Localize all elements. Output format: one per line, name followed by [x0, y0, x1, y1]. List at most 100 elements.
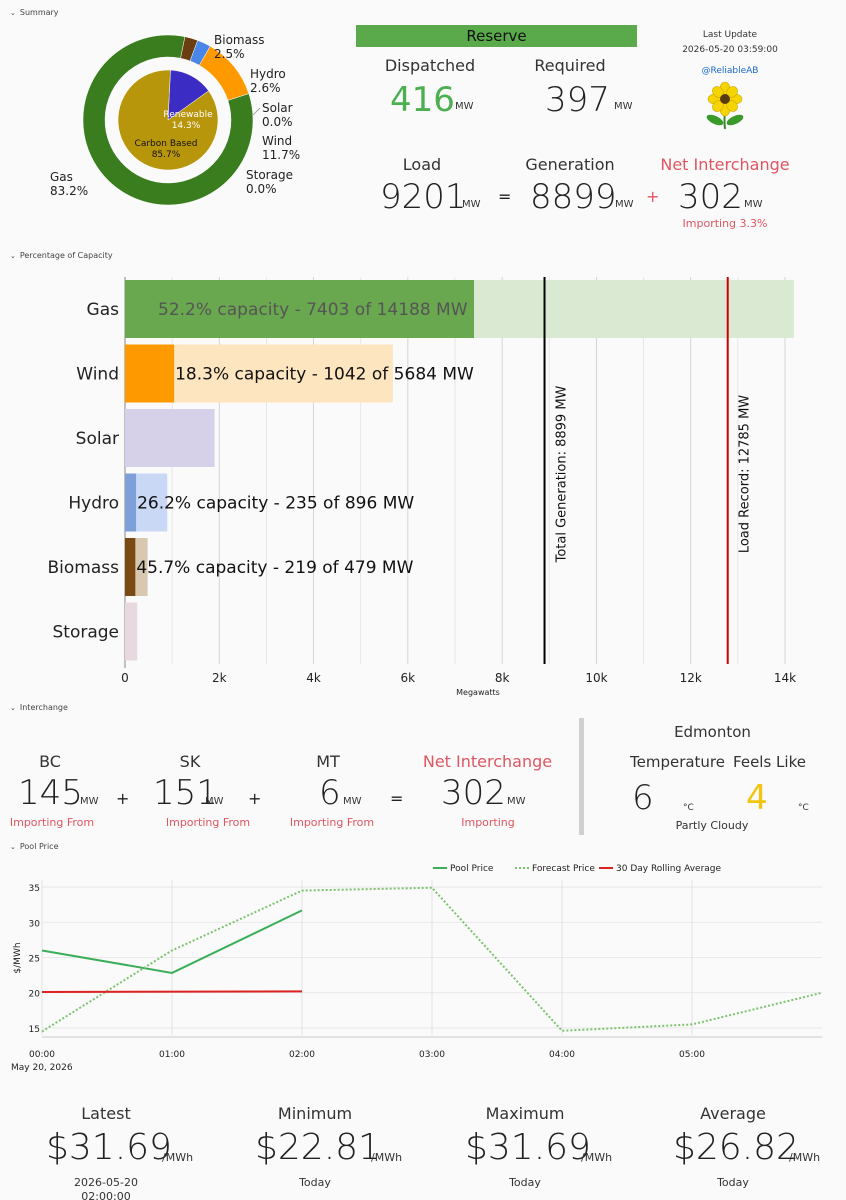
donut-pct-solar: 0.0% [262, 115, 293, 129]
stat-label: Latest [81, 1104, 131, 1123]
x-tick-label: 04:00 [549, 1050, 575, 1060]
last-update-timestamp: 2026-05-20 03:59:00 [682, 45, 778, 55]
donut-pct-hydro: 2.6% [250, 81, 281, 95]
donut-pct-gas: 83.2% [50, 184, 88, 198]
donut-label-solar: Solar [262, 101, 293, 115]
stat-unit: /MWh [371, 1151, 403, 1164]
bc-status: Importing From [9, 816, 95, 829]
pie-slice-carbon [117, 69, 219, 171]
stat-sub: Today [299, 1176, 331, 1189]
feels-like-value: 4 [746, 778, 768, 818]
pool-price-series [41, 886, 823, 1033]
generation-bar-biomass [125, 538, 136, 596]
x-axis-label: Megawatts [456, 688, 500, 697]
twitter-handle-link[interactable]: @ReliableAB [701, 66, 759, 76]
net-interchange-unit: MW [744, 199, 763, 210]
sk-unit: MW [205, 796, 224, 807]
generation-value: 8899 [530, 177, 617, 217]
plus-sign: + [116, 789, 130, 808]
net-interchange-label: Net Interchange [660, 155, 790, 174]
category-label-storage: Storage [52, 623, 119, 643]
last-update-label: Last Update [702, 30, 758, 40]
pool-price-legend: Pool Price Forecast Price 30 Day Rolling A… [433, 864, 722, 874]
chevron-down-icon[interactable]: ⌄ [10, 704, 16, 712]
reserve-header: Reserve [356, 25, 637, 47]
bar-label-biomass: 45.7% capacity - 219 of 479 MW [136, 558, 413, 578]
dispatched-unit: MW [455, 101, 474, 112]
temperature-value: 6 [632, 778, 654, 818]
temperature-unit: °C [683, 803, 694, 813]
y-tick-label: 20 [29, 990, 41, 1000]
series-pool-price [41, 909, 303, 974]
x-tick-label: 6k [401, 671, 416, 685]
x-tick-label: 2k [212, 671, 227, 685]
y-tick-label: 15 [29, 1025, 40, 1035]
category-label-wind: Wind [76, 365, 119, 385]
feels-like-label: Feels Like [733, 753, 806, 771]
interchange-section-title[interactable]: ⌄ Interchange [10, 703, 68, 712]
bc-unit: MW [80, 796, 99, 807]
legend-item[interactable]: Pool Price [450, 864, 494, 874]
weather-city: Edmonton [674, 723, 751, 741]
y-tick-label: 30 [29, 919, 41, 929]
mt-value: 6 [319, 773, 341, 813]
generation-unit: MW [615, 199, 634, 210]
x-axis-date-label: May 20, 2026 [11, 1063, 73, 1073]
summary-section-title[interactable]: ⌄ Summary [10, 8, 59, 17]
equals-sign: = [498, 187, 512, 206]
sk-status: Importing From [165, 816, 251, 829]
donut-label-biomass: Biomass [214, 33, 264, 47]
pool-price-gridlines [41, 880, 822, 1038]
donut-label-gas: Gas [50, 170, 73, 184]
donut-label-hydro: Hydro [250, 67, 286, 81]
pool-price-section-title[interactable]: ⌄ Pool Price [10, 842, 59, 851]
flower-logo-icon [706, 82, 744, 130]
legend-item[interactable]: 30 Day Rolling Average [616, 864, 722, 874]
donut-pct-storage: 0.0% [246, 182, 277, 196]
stat-label: Maximum [485, 1104, 565, 1123]
x-tick-label: 03:00 [419, 1050, 445, 1060]
stat-sub-time: 02:00:00 [81, 1190, 131, 1200]
legend-item[interactable]: Forecast Price [532, 864, 595, 874]
bc-value: 145 [18, 773, 83, 813]
donut-pct-biomass: 2.5% [214, 47, 245, 61]
chevron-down-icon[interactable]: ⌄ [10, 9, 16, 17]
stat-unit: /MWh [162, 1151, 194, 1164]
dispatched-value: 416 [390, 80, 455, 120]
generation-bar-wind [125, 344, 175, 403]
reference-line-label: Load Record: 12785 MW [738, 395, 753, 553]
pie-label-carbon: Carbon Based [135, 139, 198, 149]
pie-value-carbon: 85.7% [152, 150, 181, 160]
series-30-day-rolling-average [41, 990, 303, 994]
reference-line-label: Total Generation: 8899 MW [555, 385, 570, 563]
chevron-down-icon[interactable]: ⌄ [10, 252, 16, 260]
net-interchange-status: Importing 3.3% [682, 217, 768, 230]
required-value: 397 [545, 80, 610, 120]
plus-sign: + [248, 789, 262, 808]
capacity-bar-storage [125, 602, 138, 661]
stat-value: $31.69 [46, 1127, 172, 1168]
x-tick-label: 00:00 [29, 1050, 55, 1060]
stat-unit: /MWh [581, 1151, 613, 1164]
y-tick-label: 25 [29, 955, 40, 965]
capacity-section-title[interactable]: ⌄ Percentage of Capacity [10, 251, 113, 260]
net-interchange-value: 302 [678, 177, 743, 217]
interchange-net-status: Importing [461, 816, 515, 829]
category-label-hydro: Hydro [68, 494, 119, 514]
equals-sign: = [390, 789, 404, 808]
required-unit: MW [614, 101, 633, 112]
y-tick-label: 35 [29, 884, 40, 894]
bar-label-hydro: 26.2% capacity - 235 of 896 MW [137, 494, 414, 514]
capacity-axis: 0 2k 4k 6k 8k 10k 12k 14k Megawatts [121, 671, 796, 697]
sk-label: SK [179, 752, 201, 771]
x-tick-label: 12k [680, 671, 702, 685]
feels-like-unit: °C [798, 803, 809, 813]
generation-bar-gas [125, 280, 474, 338]
chevron-down-icon[interactable]: ⌄ [10, 843, 16, 851]
stat-sub: Today [717, 1176, 749, 1189]
load-label: Load [402, 155, 442, 174]
x-tick-label: 8k [495, 671, 510, 685]
bar-label-gas: 52.2% capacity - 7403 of 14188 MW [158, 300, 468, 320]
capacity-reference-lines: Total Generation: 8899 MW Load Record: 12… [543, 277, 753, 664]
